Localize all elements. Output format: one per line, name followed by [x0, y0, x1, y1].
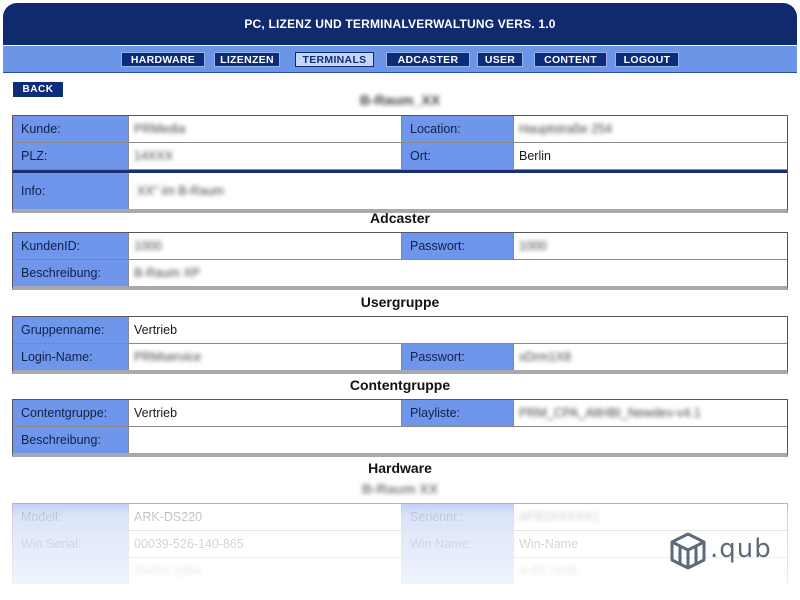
playliste-value-text: PRM_CPA_AltHBI_Newdev-v4.1: [519, 406, 701, 420]
seriennr-value: AFB3XXXXX1: [513, 504, 787, 530]
modell-value: ARK-DS220: [128, 504, 401, 530]
adcaster-beschreibung-value-text: B-Raum XP: [134, 266, 200, 280]
playliste-value: PRM_CPA_AltHBI_Newdev-v4.1: [513, 400, 787, 426]
table-row: KundenID: 1000 Passwort: 1000: [13, 233, 787, 260]
location-label: Location:: [401, 116, 513, 142]
nav-logout-button[interactable]: LOGOUT: [615, 52, 679, 67]
table-row: Beschreibung: B-Raum XP: [13, 260, 787, 286]
usergruppe-table: Gruppenname: Vertrieb Login-Name: PRMser…: [12, 316, 788, 374]
app-title: PC, LIZENZ UND TERMINALVERWALTUNG VERS. …: [244, 17, 556, 31]
contentgruppe-value: Vertrieb: [128, 400, 401, 426]
loginname-label: Login-Name:: [13, 344, 128, 370]
adcaster-table: KundenID: 1000 Passwort: 1000 Beschreibu…: [12, 232, 788, 290]
usergruppe-passwort-label: Passwort:: [401, 344, 513, 370]
adcaster-heading: Adcaster: [370, 210, 430, 226]
table-row: Beschreibung:: [13, 427, 787, 453]
location-value-text: Hauptstraße 254: [519, 122, 613, 136]
adcaster-beschreibung-value: B-Raum XP: [128, 260, 787, 286]
hardware-row3-left-value-text: 00453-1684: [134, 564, 201, 578]
adcaster-passwort-value: 1000: [513, 233, 787, 259]
adcaster-passwort-value-text: 1000: [519, 239, 547, 253]
ort-label: Ort:: [401, 143, 513, 169]
nav-terminals-button[interactable]: TERMINALS: [295, 52, 374, 67]
kundenid-value: 1000: [128, 233, 401, 259]
terminal-details-table: Kunde: PRMedia Location: Hauptstraße 254…: [12, 115, 788, 213]
ort-value: Berlin: [513, 143, 787, 169]
qub-logo-icon: [670, 532, 706, 570]
contentgruppe-heading: Contentgruppe: [349, 377, 451, 393]
info-label: Info:: [13, 173, 128, 209]
contentgruppe-beschreibung-value: [128, 427, 787, 453]
back-button[interactable]: BACK: [13, 82, 63, 97]
main-nav: HARDWARE LIZENZEN TERMINALS ADCASTER USE…: [3, 46, 797, 73]
usergruppe-heading: Usergruppe: [360, 294, 440, 310]
hardware-row3-left-value: 00453-1684: [128, 558, 401, 584]
seriennr-value-text: AFB3XXXXX1: [519, 510, 599, 524]
seriennr-label: Seriennr.:: [401, 504, 513, 530]
usergruppe-passwort-value-text: xDrm1X8: [519, 350, 572, 364]
plz-label: PLZ:: [13, 143, 128, 169]
kunde-label: Kunde:: [13, 116, 128, 142]
nav-content-button[interactable]: CONTENT: [534, 52, 607, 67]
kundenid-label: KundenID:: [13, 233, 128, 259]
hardware-row3-label: [13, 558, 128, 584]
hardware-heading: Hardware: [368, 460, 432, 476]
hardware-subheading: B-Raum XX: [361, 481, 439, 497]
adcaster-beschreibung-label: Beschreibung:: [13, 260, 128, 286]
table-row: Modell: ARK-DS220 Seriennr.: AFB3XXXXX1: [13, 504, 787, 531]
table-row: Gruppenname: Vertrieb: [13, 317, 787, 344]
winname-label: Win Name:: [401, 531, 513, 557]
app-title-bar: PC, LIZENZ UND TERMINALVERWALTUNG VERS. …: [3, 3, 797, 45]
contentgruppe-label: Contentgruppe:: [13, 400, 128, 426]
winserial-value: 00039-526-140-865: [128, 531, 401, 557]
plz-value: 14XXX: [128, 143, 401, 169]
kundenid-value-text: 1000: [134, 239, 162, 253]
nav-lizenzen-button[interactable]: LIZENZEN: [214, 52, 280, 67]
kunde-value: PRMedia: [128, 116, 401, 142]
modell-label: Modell:: [13, 504, 128, 530]
table-row: Contentgruppe: Vertrieb Playliste: PRM_C…: [13, 400, 787, 427]
hardware-row3-right-label: [401, 558, 513, 584]
location-value: Hauptstraße 254: [513, 116, 787, 142]
terminal-name-heading: B-Raum_XX: [359, 92, 441, 108]
info-value-text: XX" im B-Raum: [137, 184, 225, 198]
usergruppe-passwort-value: xDrm1X8: [513, 344, 787, 370]
playliste-label: Playliste:: [401, 400, 513, 426]
contentgruppe-beschreibung-label: Beschreibung:: [13, 427, 128, 453]
winserial-label: Win Serial:: [13, 531, 128, 557]
plz-value-text: 14XXX: [134, 149, 173, 163]
adcaster-passwort-label: Passwort:: [401, 233, 513, 259]
kunde-value-text: PRMedia: [134, 122, 186, 136]
info-value: XX" im B-Raum: [128, 173, 787, 209]
nav-adcaster-button[interactable]: ADCASTER: [386, 52, 470, 67]
loginname-value: PRMservice: [128, 344, 401, 370]
table-row: Login-Name: PRMservice Passwort: xDrm1X8: [13, 344, 787, 370]
contentgruppe-table: Contentgruppe: Vertrieb Playliste: PRM_C…: [12, 399, 788, 457]
hardware-row3-right-value-text: A-55-7436: [519, 564, 578, 578]
table-row: Info: XX" im B-Raum: [13, 170, 787, 209]
nav-user-button[interactable]: USER: [477, 52, 523, 67]
loginname-value-text: PRMservice: [134, 350, 202, 364]
table-row: Kunde: PRMedia Location: Hauptstraße 254: [13, 116, 787, 143]
table-row: PLZ: 14XXX Ort: Berlin: [13, 143, 787, 170]
nav-hardware-button[interactable]: HARDWARE: [121, 52, 205, 67]
gruppenname-label: Gruppenname:: [13, 317, 128, 343]
gruppenname-value: Vertrieb: [128, 317, 787, 343]
logo-text: .qub: [710, 534, 772, 564]
